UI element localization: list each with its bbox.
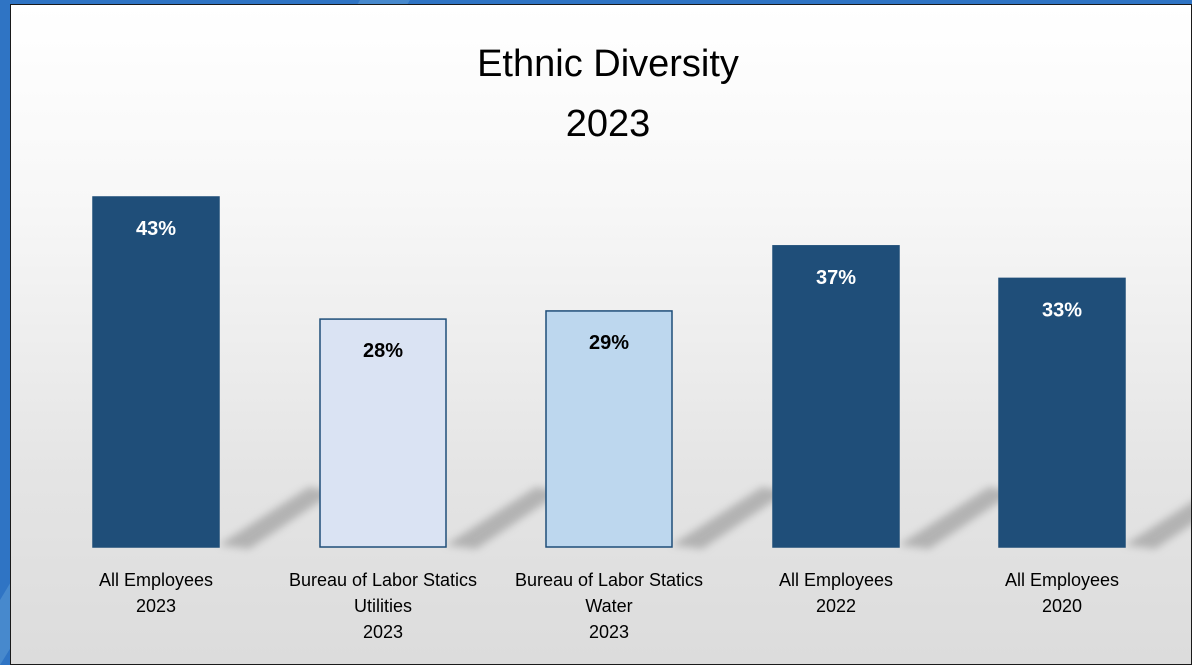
category-label: Bureau of Labor Statics Utilities 2023 xyxy=(289,570,477,642)
chart-title-line-2: 2023 xyxy=(566,103,651,145)
chart-panel: Ethnic Diversity 2023 43% 28% 29% 37% 33% Al… xyxy=(10,4,1192,665)
category-label: All Employees 2023 xyxy=(99,570,213,616)
bar-shadow xyxy=(899,487,1014,549)
category-label: Bureau of Labor Statics Water 2023 xyxy=(515,570,703,642)
category-labels: All Employees 2023 Bureau of Labor Statics… xyxy=(99,570,1119,642)
data-label: 28% xyxy=(363,340,403,362)
bar xyxy=(772,245,900,548)
bar xyxy=(545,310,673,548)
chart-title-line-1: Ethnic Diversity xyxy=(477,43,739,85)
data-labels: 43% 28% 29% 37% 33% xyxy=(136,218,1082,362)
bar-shadow xyxy=(672,487,787,549)
bar xyxy=(319,318,447,548)
data-label: 29% xyxy=(589,332,629,354)
bar-shadow xyxy=(1125,502,1191,549)
bar-chart: Ethnic Diversity 2023 43% 28% 29% 37% 33% Al… xyxy=(92,43,1191,642)
bar-shadow xyxy=(219,487,334,549)
category-label: All Employees 2020 xyxy=(1005,570,1119,616)
bars xyxy=(92,196,1126,548)
bar-shadow xyxy=(446,487,561,549)
data-label: 43% xyxy=(136,218,176,240)
bar-shadows xyxy=(219,487,1191,549)
bar xyxy=(998,277,1126,548)
bar xyxy=(92,196,220,548)
category-label: All Employees 2022 xyxy=(779,570,893,616)
data-label: 37% xyxy=(816,267,856,289)
data-label: 33% xyxy=(1042,299,1082,321)
